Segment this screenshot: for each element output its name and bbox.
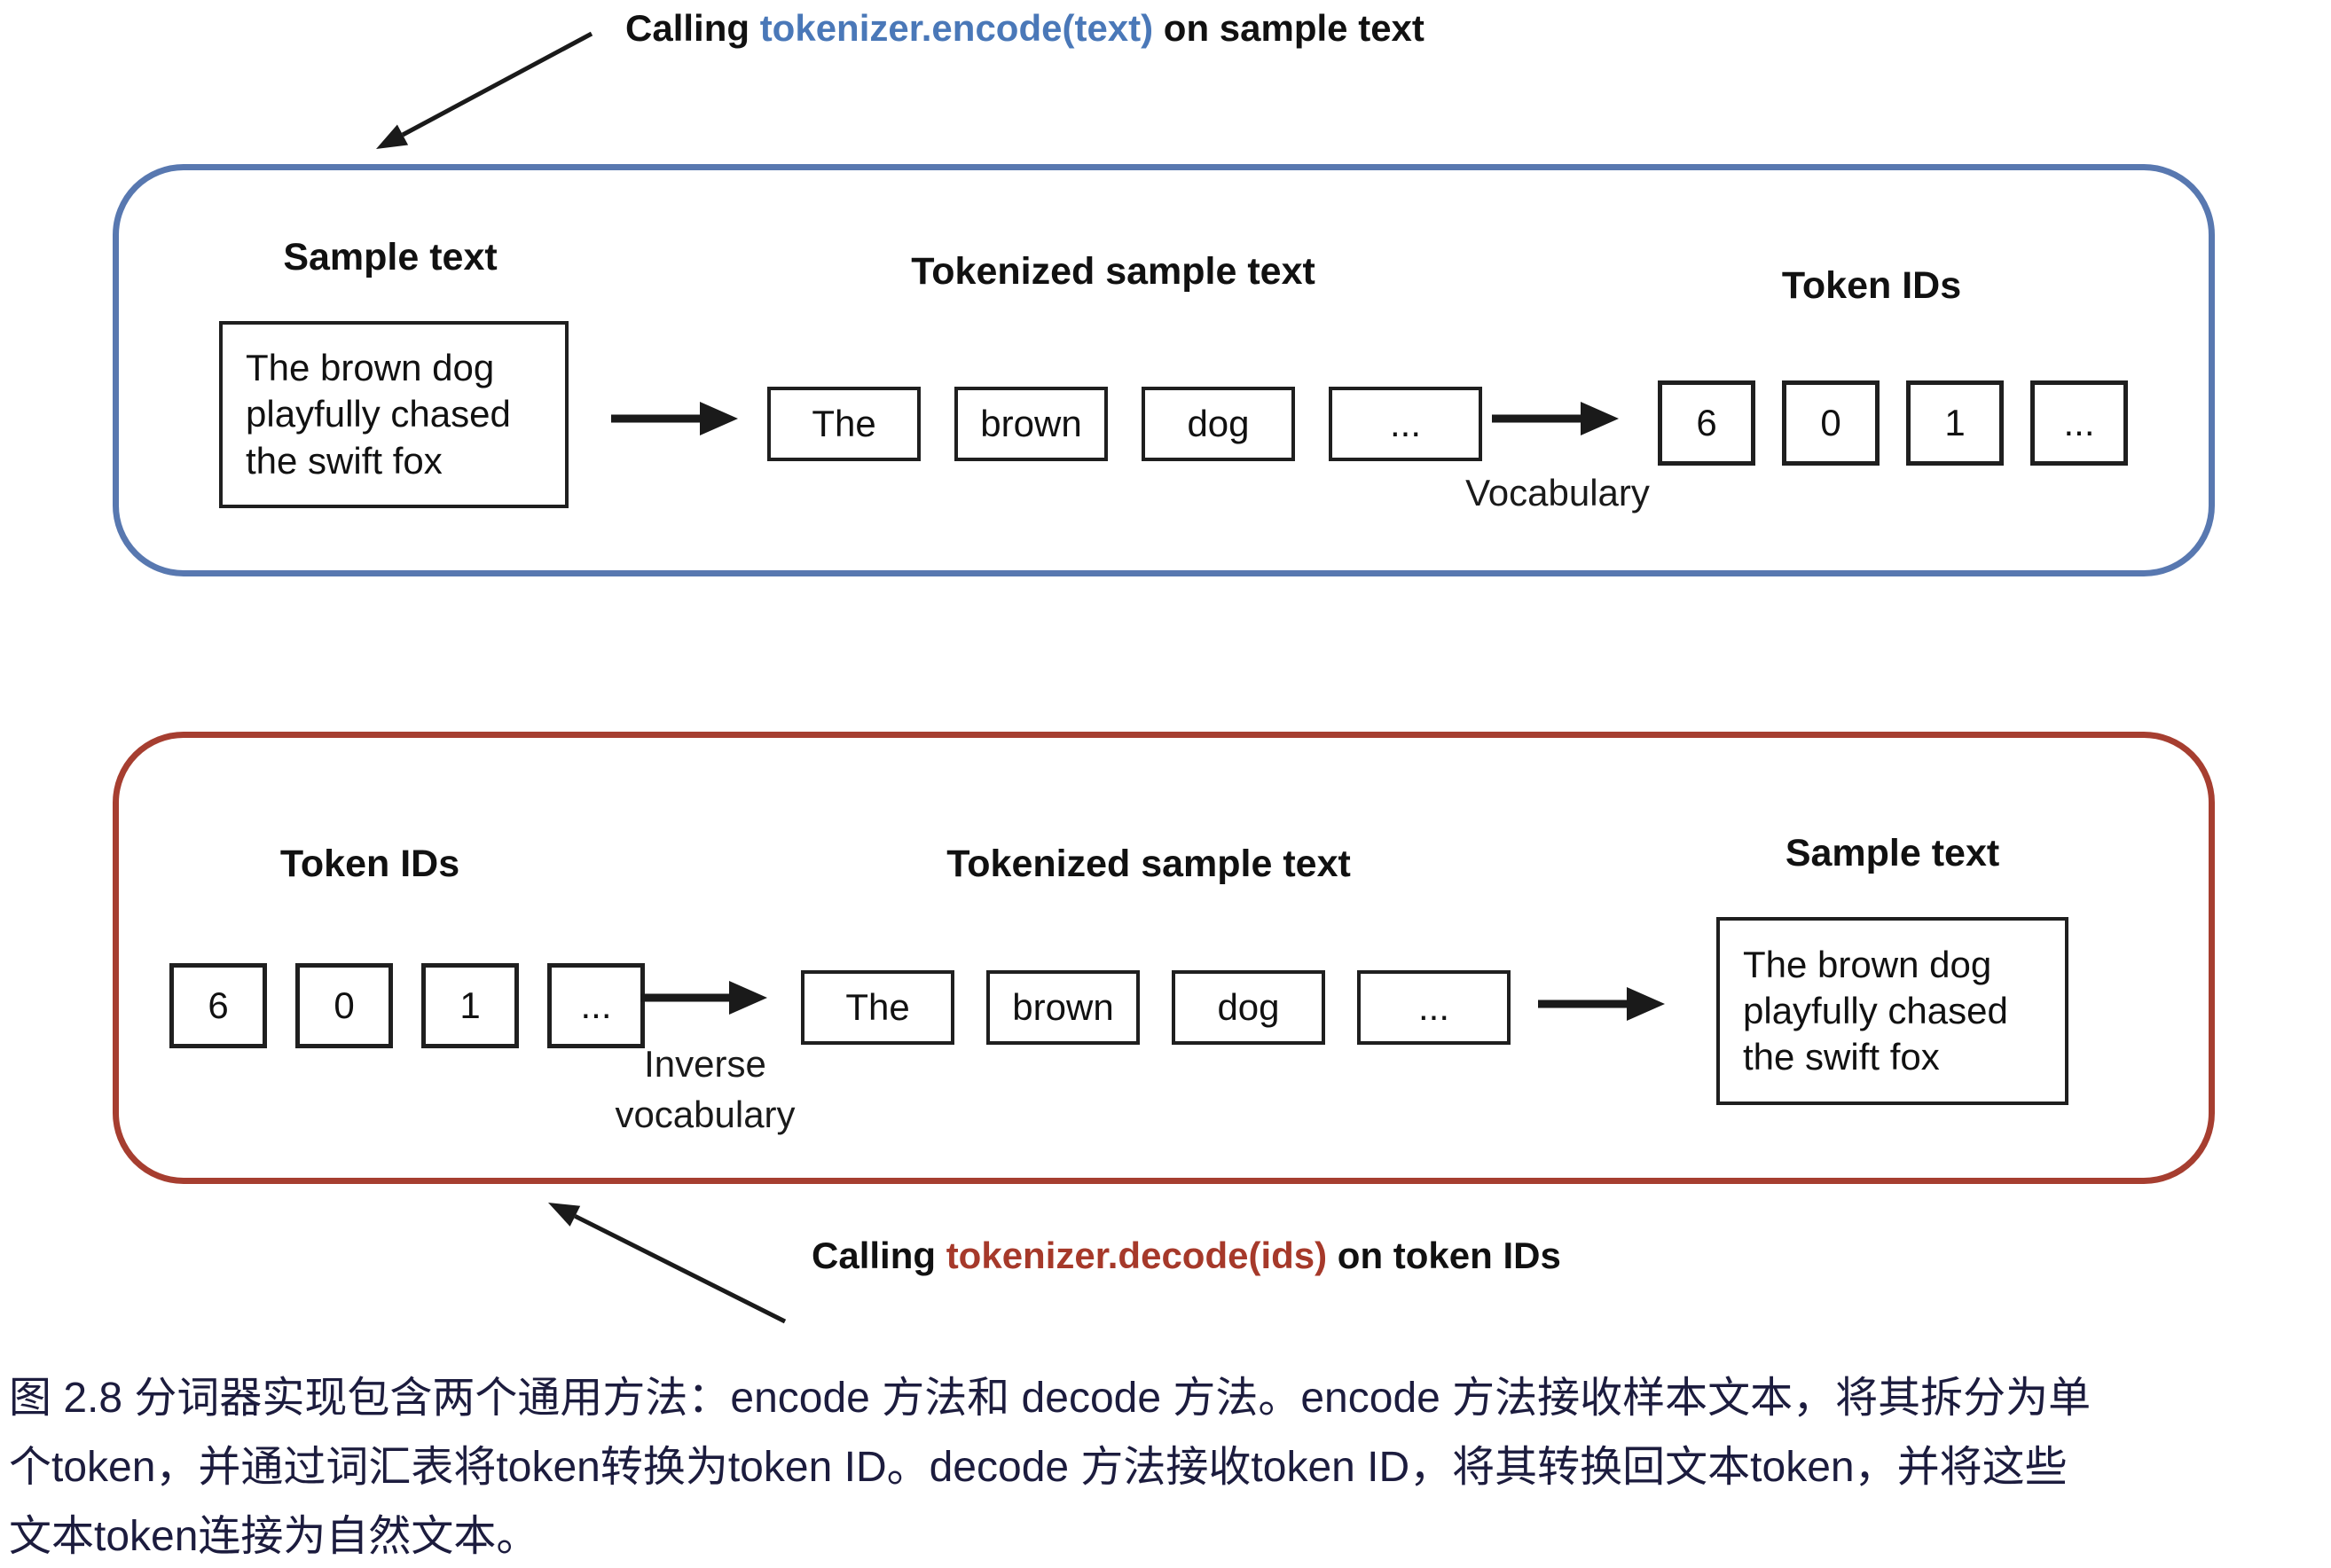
token-box: brown	[954, 387, 1108, 461]
decode-token-row: The brown dog ...	[801, 970, 1511, 1045]
encode-annotation: Calling tokenizer.encode(text) on sample…	[625, 7, 1424, 50]
figure-caption: 图 2.8 分词器实现包含两个通用方法：encode 方法和 decode 方法…	[9, 1375, 2092, 1560]
decode-tokenized-heading: Tokenized sample text	[946, 843, 1351, 885]
encode-sample-text-heading: Sample text	[283, 236, 498, 278]
inverse-vocabulary-label: Inverse vocabulary	[615, 1043, 796, 1135]
encode-annotation-suffix: on sample text	[1153, 7, 1424, 49]
encode-sample-text-box: The brown dog playfully chased the swift…	[219, 321, 569, 508]
encode-token-row: The brown dog ...	[767, 387, 1482, 461]
token-id-box: 1	[1906, 380, 2004, 466]
decode-sample-text-box: The brown dog playfully chased the swift…	[1716, 917, 2068, 1105]
decode-annotation: Calling tokenizer.decode(ids) on token I…	[812, 1235, 1561, 1277]
token-box: brown	[986, 970, 1140, 1045]
encode-flow-arrow-2-icon	[1492, 402, 1619, 435]
decode-token-ids-heading: Token IDs	[279, 843, 460, 885]
encode-annotation-arrow-icon	[376, 31, 593, 149]
encode-flow-arrow-1-icon	[611, 402, 738, 435]
token-id-box: 1	[421, 963, 519, 1048]
encode-code-snippet: tokenizer.encode(text)	[759, 7, 1154, 49]
encode-tokenized-heading: Tokenized sample text	[911, 250, 1315, 293]
decode-annotation-arrow-icon	[548, 1203, 787, 1324]
token-box: The	[801, 970, 954, 1045]
token-box: ...	[1357, 970, 1511, 1045]
encode-token-id-row: 6 0 1 ...	[1658, 380, 2128, 466]
decode-code-snippet: tokenizer.decode(ids)	[946, 1235, 1328, 1276]
token-id-box: ...	[2030, 380, 2128, 466]
token-box: dog	[1142, 387, 1295, 461]
decode-token-id-row: 6 0 1 ...	[169, 963, 645, 1048]
decode-flow-arrow-2-icon	[1538, 987, 1665, 1021]
decode-flow-arrow-1-icon	[640, 981, 767, 1015]
token-id-box: 0	[1782, 380, 1880, 466]
token-box: dog	[1172, 970, 1325, 1045]
vocabulary-label: Vocabulary	[1465, 472, 1650, 514]
token-box: ...	[1329, 387, 1482, 461]
token-id-box: 0	[295, 963, 393, 1048]
token-box: The	[767, 387, 921, 461]
decode-sample-text-heading: Sample text	[1785, 832, 2000, 874]
token-id-box: ...	[547, 963, 645, 1048]
token-id-box: 6	[1658, 380, 1755, 466]
decode-annotation-prefix: Calling	[812, 1235, 946, 1276]
encode-token-ids-heading: Token IDs	[1781, 264, 1962, 307]
encode-annotation-prefix: Calling	[625, 7, 760, 49]
token-id-box: 6	[169, 963, 267, 1048]
decode-annotation-suffix: on token IDs	[1327, 1235, 1561, 1276]
